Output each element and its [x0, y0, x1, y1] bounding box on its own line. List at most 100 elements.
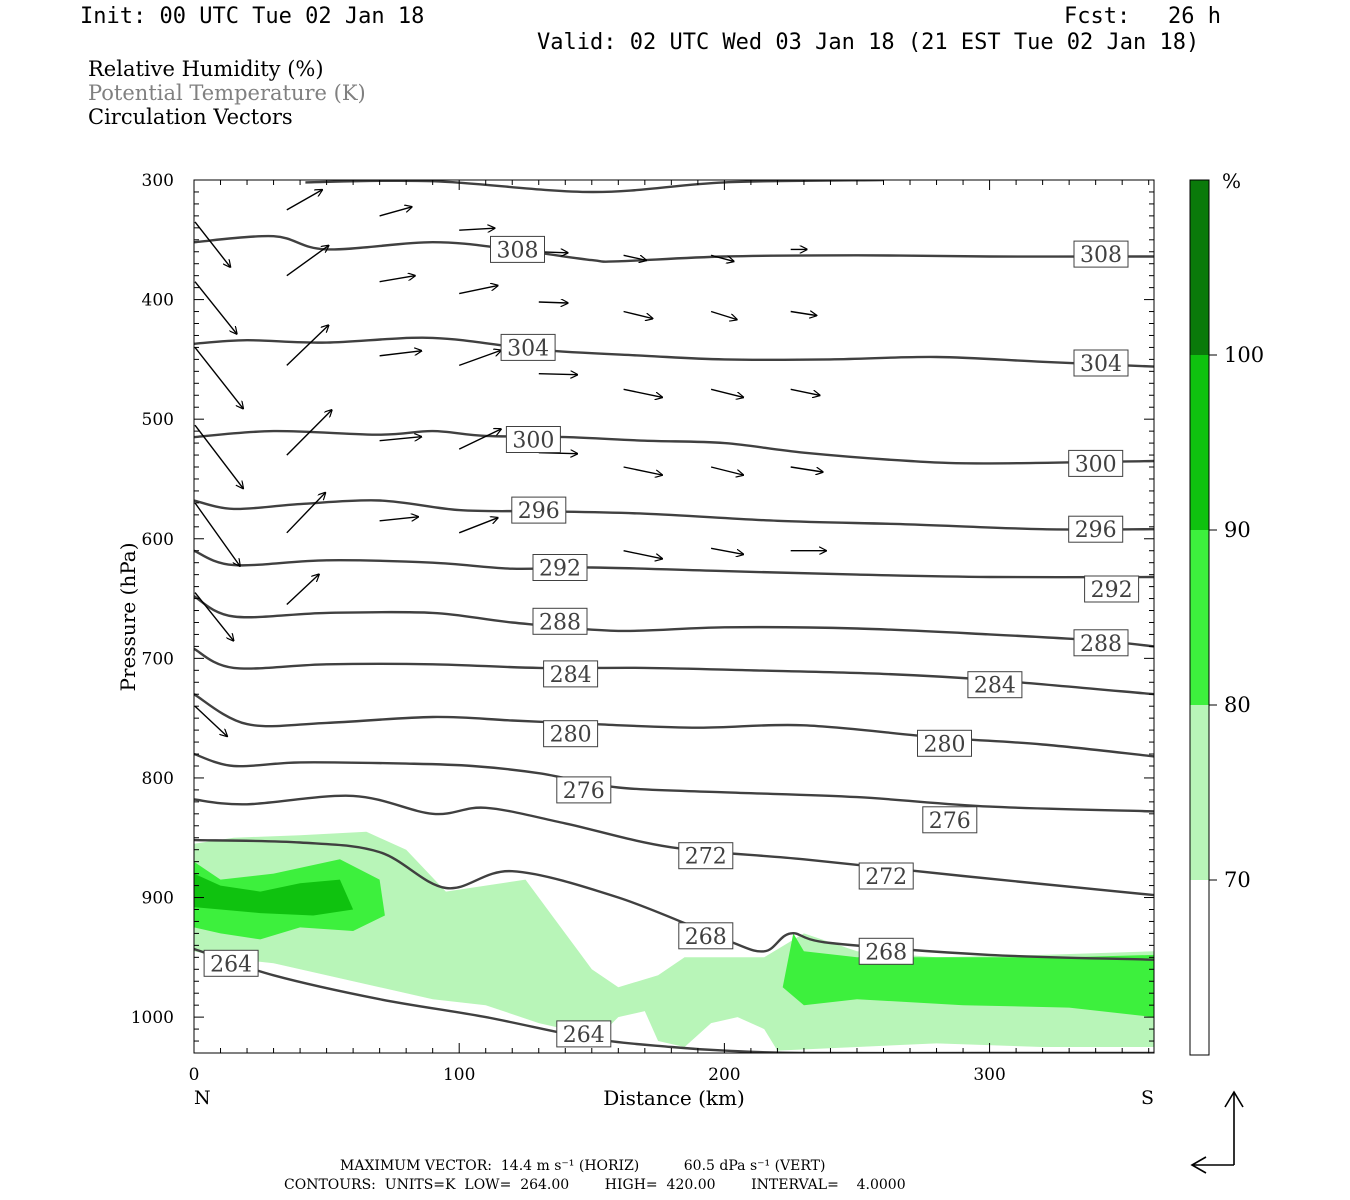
colorbar-unit: %	[1222, 169, 1241, 193]
forecast-label: Fcst:	[1064, 4, 1131, 29]
theta-label-300: 300	[1068, 449, 1124, 477]
theta-label-272: 272	[678, 842, 734, 870]
theta-contour-288	[194, 595, 1154, 648]
rh-region-90-100-3	[194, 873, 354, 916]
theta-contour-280	[194, 693, 1154, 758]
theta-label-box	[1073, 629, 1129, 657]
theta-label-304: 304	[500, 333, 556, 361]
theta-label-box	[556, 1020, 612, 1048]
theta-contour-296	[194, 499, 1154, 531]
x-tick-label: 100	[443, 1065, 475, 1085]
y-tick-label: 1000	[131, 1008, 174, 1028]
circulation-vectors	[194, 190, 826, 736]
x-tick-label: 300	[973, 1065, 1005, 1085]
theta-label-text: 292	[1091, 578, 1133, 603]
circulation-vector	[710, 388, 743, 397]
theta-label-292: 292	[532, 554, 588, 582]
theta-label-box	[505, 426, 561, 453]
circulation-vector	[286, 246, 329, 277]
circulation-vector	[194, 705, 227, 736]
circulation-vector	[194, 424, 243, 488]
circulation-vector	[623, 388, 662, 397]
circulation-vector	[379, 437, 422, 442]
y-tick-label: 500	[142, 410, 174, 430]
axes: 300 400 500 600 700 800 900 1000 0 100 200 300	[131, 171, 1154, 1085]
colorbar-band-100	[1190, 180, 1209, 355]
theta-label-268: 268	[678, 922, 734, 950]
theta-label-text: 304	[507, 336, 549, 361]
theta-label-text: 284	[550, 663, 592, 688]
circulation-vector	[790, 466, 823, 472]
theta-contour-292	[194, 549, 1154, 579]
theta-label-text: 300	[512, 429, 554, 454]
max-vector-note: MAXIMUM VECTOR: 14.4 m s⁻¹ (HORIZ) 60.5 …	[340, 1158, 826, 1174]
circulation-vector	[623, 310, 653, 319]
theta-label-box	[1068, 449, 1124, 477]
theta-label-280: 280	[543, 720, 599, 748]
circulation-vector	[379, 276, 415, 283]
plot-frame	[193, 179, 1155, 1054]
theta-label-264: 264	[556, 1020, 612, 1048]
theta-label-268: 268	[858, 937, 914, 965]
circulation-vector	[458, 429, 501, 450]
x-axis-title: Distance (km)	[603, 1086, 745, 1110]
rh-colorbar: % 100 90 80 70	[1189, 169, 1264, 1056]
forecast-hour: 26 h	[1168, 4, 1221, 29]
circulation-vector	[286, 190, 322, 211]
rh-shading	[194, 831, 1154, 1051]
circulation-vector	[194, 281, 237, 334]
colorbar-label-80: 80	[1224, 693, 1251, 717]
theta-label-text: 284	[974, 674, 1016, 699]
theta-contour-272	[194, 794, 1154, 897]
theta-label-box	[1084, 575, 1140, 603]
theta-label-text: 288	[539, 610, 581, 635]
theta-label-288: 288	[532, 607, 588, 635]
circulation-vector	[623, 466, 662, 475]
circulation-vector	[623, 254, 646, 260]
theta-label-text: 272	[865, 865, 907, 890]
theta-contour-300	[194, 429, 1154, 465]
theta-label-box	[532, 554, 588, 581]
circulation-vector	[286, 325, 329, 366]
colorbar-band-80	[1190, 530, 1209, 705]
y-tick-label: 800	[142, 769, 174, 789]
circulation-vector	[379, 351, 422, 357]
y-axis-title: Pressure (hPa)	[116, 543, 140, 692]
theta-label-box	[203, 949, 259, 977]
theta-label-box	[917, 729, 972, 757]
colorbar-label-90: 90	[1224, 518, 1251, 542]
reference-vector	[1190, 1090, 1244, 1174]
field-vectors-label: Circulation Vectors	[88, 105, 293, 129]
circulation-vector	[286, 410, 332, 456]
theta-label-text: 276	[563, 779, 605, 804]
theta-label-296: 296	[1068, 515, 1124, 543]
theta-label-300: 300	[505, 426, 561, 454]
theta-label-304: 304	[1073, 349, 1129, 377]
theta-label-284: 284	[543, 660, 599, 688]
theta-contour-308	[194, 234, 1154, 263]
theta-contours	[194, 180, 1154, 1053]
circulation-vector	[458, 350, 501, 367]
init-time: Init: 00 UTC Tue 02 Jan 18	[80, 4, 425, 29]
circulation-vector	[379, 517, 418, 521]
theta-label-text: 280	[550, 723, 592, 748]
colorbar-label-70: 70	[1224, 868, 1251, 892]
circulation-vector	[194, 346, 243, 408]
circulation-vector	[286, 575, 319, 606]
theta-label-box	[1073, 349, 1129, 377]
contour-labels: 308 308 304 304 300 300 296 296 292 292 288 288 284 2…	[203, 235, 1140, 1048]
theta-label-box	[967, 671, 1023, 699]
theta-contour-264	[194, 947, 1154, 1053]
rh-region-80-90-2	[782, 933, 1154, 1018]
theta-label-box	[543, 660, 599, 688]
theta-label-text: 280	[924, 732, 966, 757]
y-tick-label: 600	[142, 530, 174, 550]
circulation-vector	[538, 374, 577, 375]
circulation-vector	[790, 312, 817, 316]
theta-label-264: 264	[203, 949, 259, 977]
circulation-vector	[710, 310, 737, 320]
theta-contour-top	[305, 180, 884, 194]
theta-label-text: 288	[1080, 632, 1122, 657]
contour-info-note: CONTOURS: UNITS=K LOW= 264.00 HIGH= 420.…	[284, 1177, 906, 1193]
